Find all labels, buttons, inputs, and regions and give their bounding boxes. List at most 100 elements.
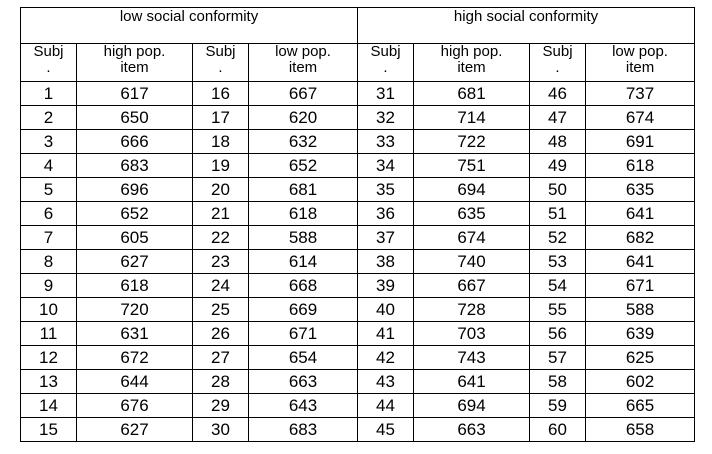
low-pop-item-cell: 682 bbox=[585, 225, 696, 250]
low-pop-item-cell: 614 bbox=[247, 249, 359, 274]
subject-cell: 45 bbox=[357, 417, 415, 442]
high-pop-item-cell: 652 bbox=[76, 201, 193, 226]
low-pop-item-cell: 671 bbox=[247, 321, 359, 346]
table-row: 5 696 20 681 35 694 50 635 bbox=[20, 177, 696, 202]
high-pop-item-cell: 644 bbox=[76, 369, 193, 394]
subject-cell: 40 bbox=[357, 297, 415, 322]
subject-cell: 56 bbox=[529, 321, 587, 346]
table-body: 1 617 16 667 31 681 46 737 2 650 17 620 32 714 47 674 3 6… bbox=[20, 81, 696, 442]
low-pop-item-cell: 665 bbox=[585, 393, 696, 418]
subject-cell: 9 bbox=[20, 273, 77, 298]
high-pop-item-cell: 740 bbox=[413, 249, 531, 274]
subject-cell: 48 bbox=[529, 129, 587, 154]
subject-cell: 49 bbox=[529, 153, 587, 178]
column-header-high-pop-item: high pop. item bbox=[413, 43, 531, 82]
high-pop-item-cell: 683 bbox=[76, 153, 193, 178]
low-pop-item-cell: 669 bbox=[247, 297, 359, 322]
column-header-high-pop-item: high pop. item bbox=[76, 43, 193, 82]
table-row: 13 644 28 663 43 641 58 602 bbox=[20, 369, 696, 394]
subject-cell: 36 bbox=[357, 201, 415, 226]
table-row: 6 652 21 618 36 635 51 641 bbox=[20, 201, 696, 226]
subject-cell: 54 bbox=[529, 273, 587, 298]
group-header-high-conformity: high social conformity bbox=[357, 7, 696, 44]
low-pop-item-cell: 620 bbox=[247, 105, 359, 130]
subject-cell: 29 bbox=[192, 393, 249, 418]
low-pop-item-cell: 667 bbox=[247, 81, 359, 106]
low-pop-item-cell: 683 bbox=[247, 417, 359, 442]
subject-cell: 18 bbox=[192, 129, 249, 154]
high-pop-item-cell: 743 bbox=[413, 345, 531, 370]
low-pop-item-cell: 641 bbox=[585, 249, 696, 274]
table-row: 14 676 29 643 44 694 59 665 bbox=[20, 393, 696, 418]
high-pop-item-cell: 672 bbox=[76, 345, 193, 370]
subject-cell: 32 bbox=[357, 105, 415, 130]
low-pop-item-cell: 602 bbox=[585, 369, 696, 394]
subject-cell: 2 bbox=[20, 105, 77, 130]
subject-cell: 57 bbox=[529, 345, 587, 370]
subject-cell: 27 bbox=[192, 345, 249, 370]
subject-cell: 4 bbox=[20, 153, 77, 178]
low-pop-item-cell: 588 bbox=[585, 297, 696, 322]
subject-cell: 35 bbox=[357, 177, 415, 202]
subject-cell: 39 bbox=[357, 273, 415, 298]
high-pop-item-cell: 722 bbox=[413, 129, 531, 154]
high-pop-item-cell: 627 bbox=[76, 417, 193, 442]
subject-cell: 11 bbox=[20, 321, 77, 346]
high-pop-item-cell: 650 bbox=[76, 105, 193, 130]
subject-cell: 31 bbox=[357, 81, 415, 106]
table-row: 2 650 17 620 32 714 47 674 bbox=[20, 105, 696, 130]
subject-cell: 37 bbox=[357, 225, 415, 250]
subject-cell: 7 bbox=[20, 225, 77, 250]
low-pop-item-cell: 668 bbox=[247, 273, 359, 298]
column-header-low-pop-item: low pop. item bbox=[585, 43, 696, 82]
subject-cell: 34 bbox=[357, 153, 415, 178]
subject-cell: 59 bbox=[529, 393, 587, 418]
low-pop-item-cell: 658 bbox=[585, 417, 696, 442]
low-pop-item-cell: 632 bbox=[247, 129, 359, 154]
high-pop-item-cell: 617 bbox=[76, 81, 193, 106]
conformity-data-table: low social conformity high social confor… bbox=[19, 7, 696, 442]
high-pop-item-cell: 703 bbox=[413, 321, 531, 346]
low-pop-item-cell: 635 bbox=[585, 177, 696, 202]
subject-cell: 12 bbox=[20, 345, 77, 370]
subject-cell: 28 bbox=[192, 369, 249, 394]
subject-cell: 16 bbox=[192, 81, 249, 106]
subject-cell: 5 bbox=[20, 177, 77, 202]
column-header-subject: Subj. bbox=[192, 43, 249, 82]
low-pop-item-cell: 674 bbox=[585, 105, 696, 130]
subject-cell: 30 bbox=[192, 417, 249, 442]
subject-cell: 1 bbox=[20, 81, 77, 106]
subject-cell: 13 bbox=[20, 369, 77, 394]
high-pop-item-cell: 714 bbox=[413, 105, 531, 130]
column-header-subject: Subj. bbox=[357, 43, 415, 82]
high-pop-item-cell: 676 bbox=[76, 393, 193, 418]
high-pop-item-cell: 618 bbox=[76, 273, 193, 298]
subject-cell: 60 bbox=[529, 417, 587, 442]
table-row: 1 617 16 667 31 681 46 737 bbox=[20, 81, 696, 106]
low-pop-item-cell: 618 bbox=[247, 201, 359, 226]
low-pop-item-cell: 588 bbox=[247, 225, 359, 250]
high-pop-item-cell: 694 bbox=[413, 177, 531, 202]
high-pop-item-cell: 605 bbox=[76, 225, 193, 250]
subject-cell: 22 bbox=[192, 225, 249, 250]
high-pop-item-cell: 694 bbox=[413, 393, 531, 418]
low-pop-item-cell: 641 bbox=[585, 201, 696, 226]
subject-cell: 26 bbox=[192, 321, 249, 346]
subject-cell: 20 bbox=[192, 177, 249, 202]
high-pop-item-cell: 635 bbox=[413, 201, 531, 226]
subject-cell: 15 bbox=[20, 417, 77, 442]
subject-cell: 51 bbox=[529, 201, 587, 226]
low-pop-item-cell: 681 bbox=[247, 177, 359, 202]
column-header-row: Subj. high pop. item Subj. low pop. item S… bbox=[20, 43, 696, 82]
table-row: 10 720 25 669 40 728 55 588 bbox=[20, 297, 696, 322]
subject-cell: 3 bbox=[20, 129, 77, 154]
column-header-subject: Subj. bbox=[20, 43, 77, 82]
low-pop-item-cell: 643 bbox=[247, 393, 359, 418]
table-row: 9 618 24 668 39 667 54 671 bbox=[20, 273, 696, 298]
subject-cell: 44 bbox=[357, 393, 415, 418]
subject-cell: 8 bbox=[20, 249, 77, 274]
high-pop-item-cell: 667 bbox=[413, 273, 531, 298]
low-pop-item-cell: 618 bbox=[585, 153, 696, 178]
table-row: 3 666 18 632 33 722 48 691 bbox=[20, 129, 696, 154]
high-pop-item-cell: 751 bbox=[413, 153, 531, 178]
